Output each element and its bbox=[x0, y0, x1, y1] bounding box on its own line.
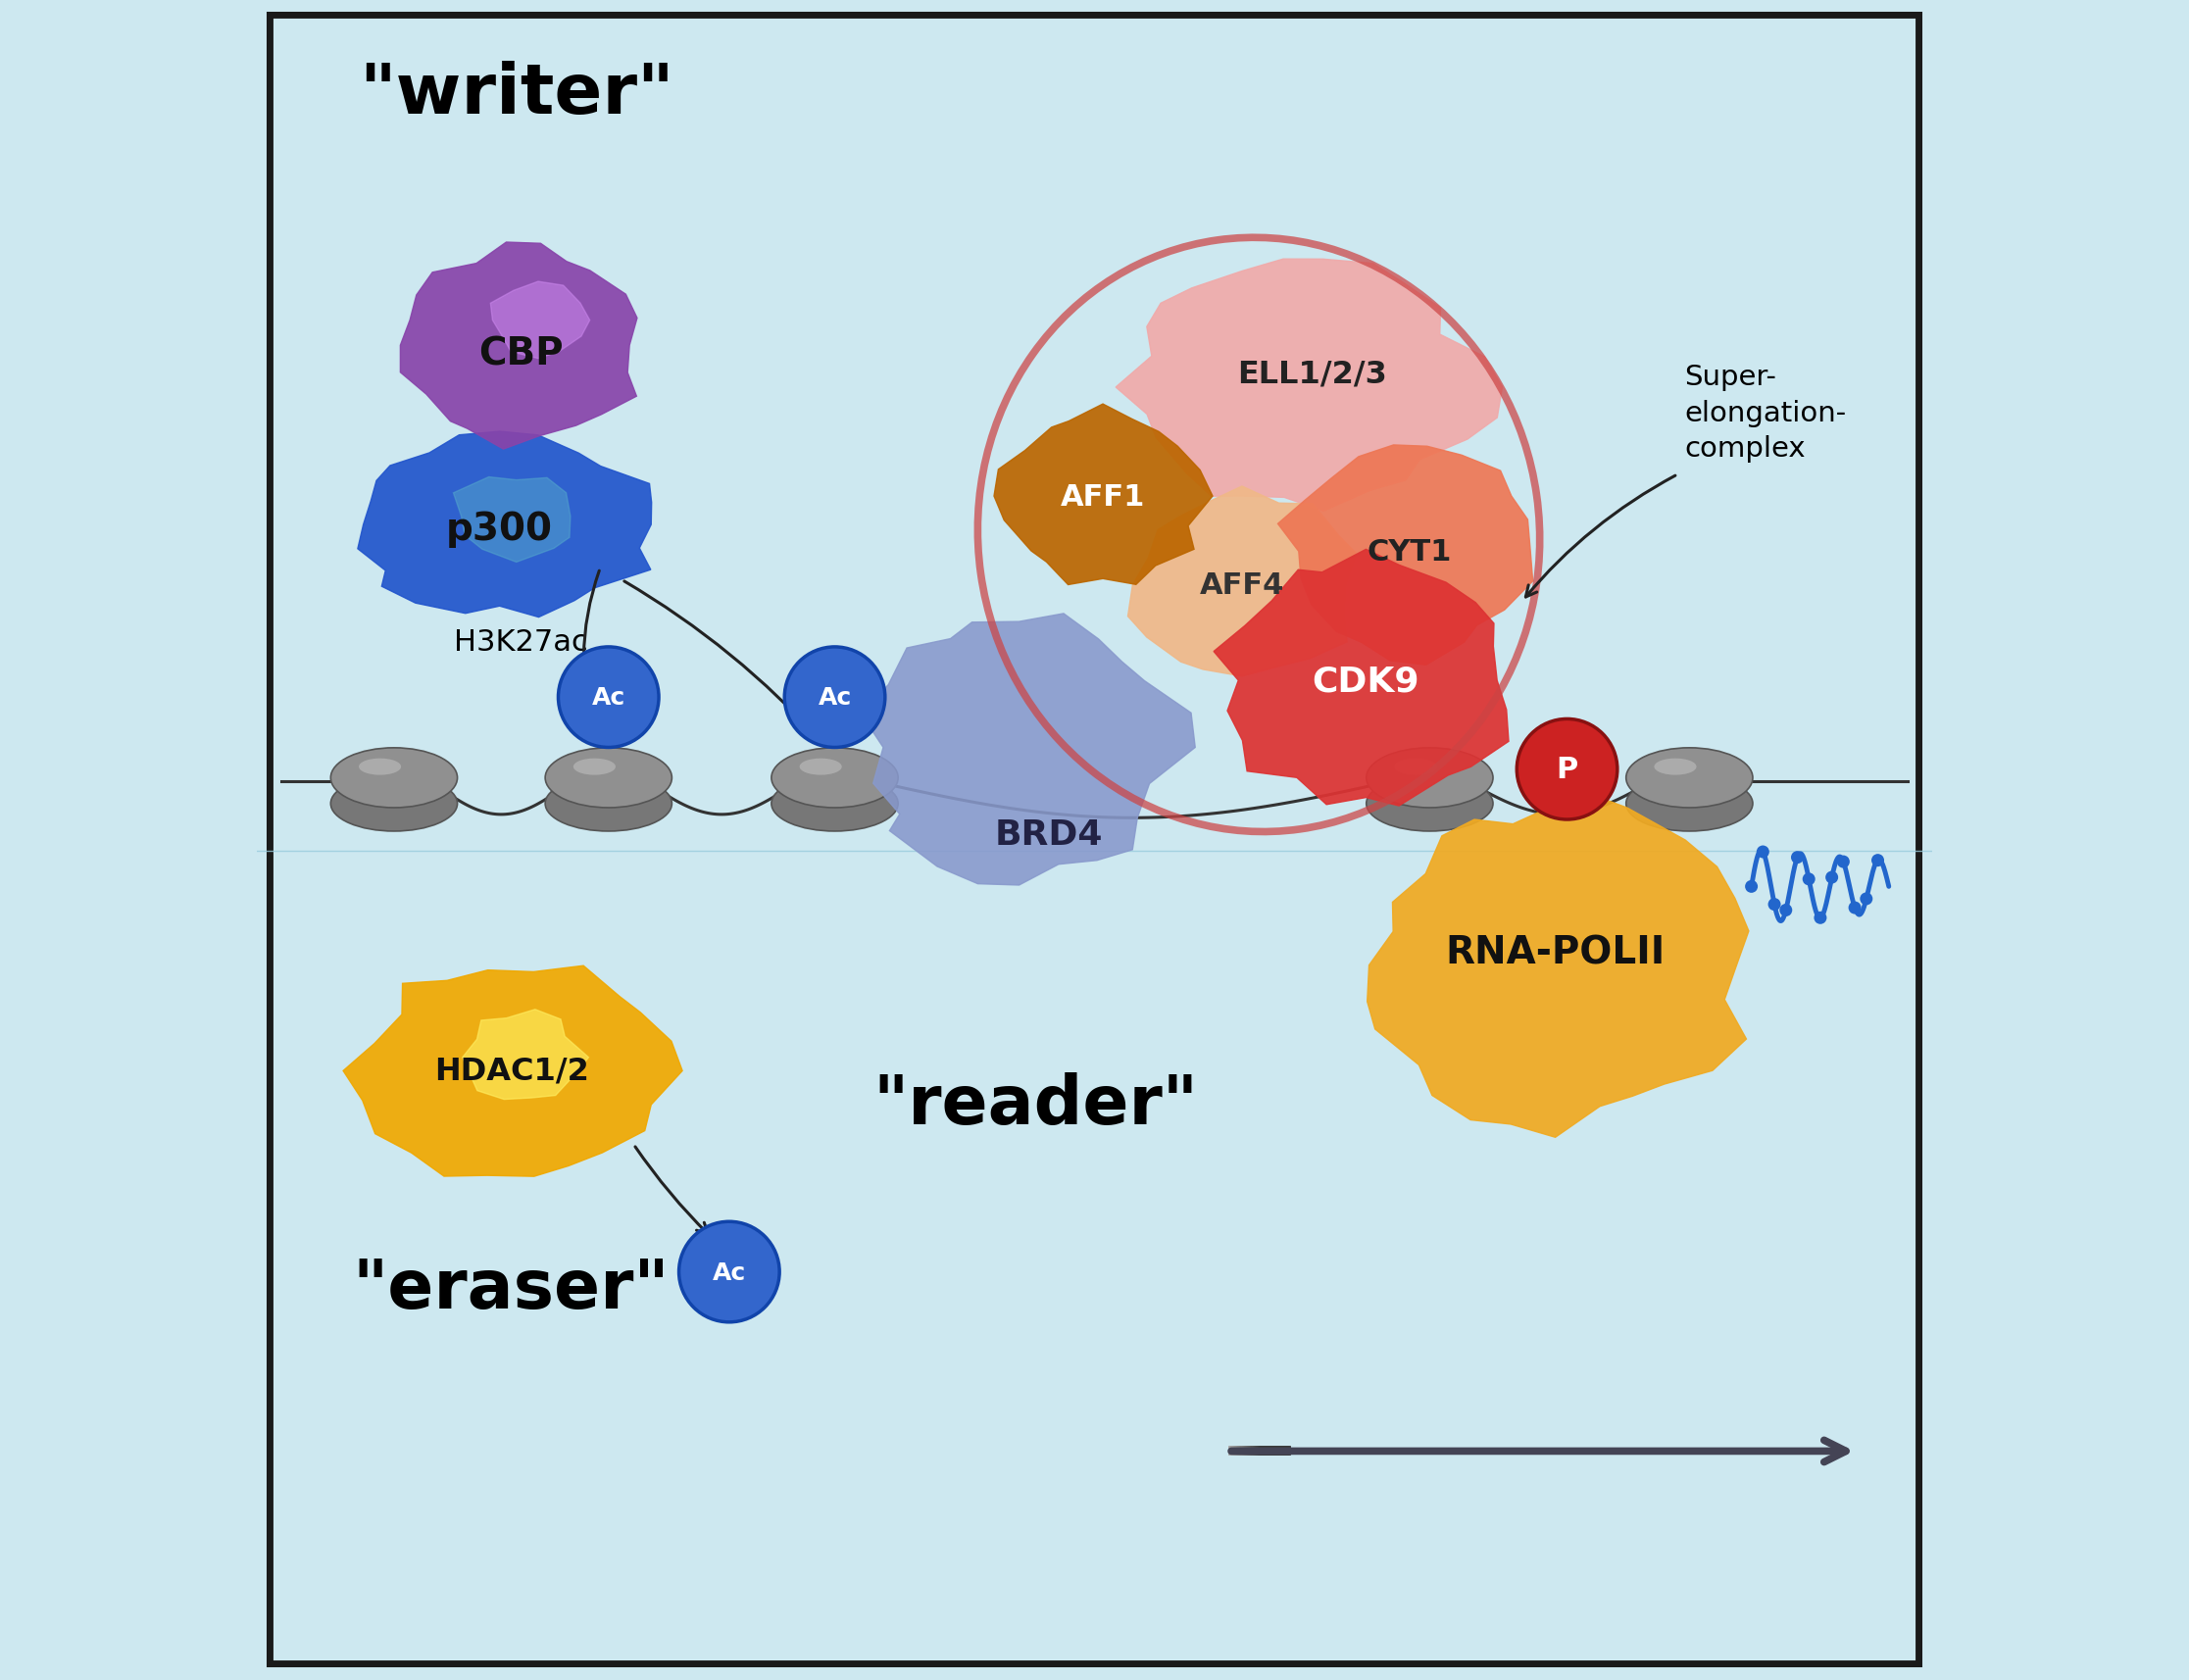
Circle shape bbox=[1861, 892, 1872, 906]
Polygon shape bbox=[401, 244, 637, 450]
Text: AFF4: AFF4 bbox=[1200, 571, 1285, 600]
Text: P: P bbox=[1556, 756, 1578, 785]
Text: AFF1: AFF1 bbox=[1059, 482, 1145, 511]
Ellipse shape bbox=[574, 759, 615, 776]
Polygon shape bbox=[1116, 260, 1502, 512]
Polygon shape bbox=[1127, 487, 1357, 677]
FancyBboxPatch shape bbox=[269, 17, 1920, 1663]
Circle shape bbox=[679, 1221, 779, 1322]
Text: CDK9: CDK9 bbox=[1311, 664, 1421, 697]
Text: Super-
elongation-
complex: Super- elongation- complex bbox=[1683, 363, 1845, 462]
Circle shape bbox=[1837, 855, 1850, 869]
Circle shape bbox=[1745, 880, 1758, 894]
Ellipse shape bbox=[545, 776, 672, 832]
Text: "reader": "reader" bbox=[873, 1072, 1200, 1137]
Polygon shape bbox=[490, 282, 589, 360]
Text: Ac: Ac bbox=[711, 1260, 746, 1284]
Polygon shape bbox=[357, 432, 652, 618]
Text: CYT1: CYT1 bbox=[1368, 538, 1451, 566]
Ellipse shape bbox=[799, 759, 843, 776]
Ellipse shape bbox=[1366, 748, 1493, 808]
Ellipse shape bbox=[1655, 759, 1696, 776]
Ellipse shape bbox=[1394, 759, 1436, 776]
Polygon shape bbox=[453, 477, 571, 563]
Circle shape bbox=[1756, 847, 1769, 858]
Circle shape bbox=[1517, 719, 1618, 820]
Text: H3K27ac: H3K27ac bbox=[455, 628, 589, 657]
Circle shape bbox=[1802, 874, 1815, 885]
Circle shape bbox=[1826, 872, 1839, 884]
Text: "writer": "writer" bbox=[359, 60, 674, 129]
Circle shape bbox=[558, 647, 659, 748]
Circle shape bbox=[1791, 852, 1804, 864]
Ellipse shape bbox=[771, 748, 897, 808]
Circle shape bbox=[1815, 912, 1826, 924]
Circle shape bbox=[1848, 902, 1861, 914]
Text: ELL1/2/3: ELL1/2/3 bbox=[1237, 360, 1388, 390]
Ellipse shape bbox=[1626, 776, 1753, 832]
Polygon shape bbox=[1213, 549, 1508, 806]
Ellipse shape bbox=[545, 748, 672, 808]
Circle shape bbox=[1780, 904, 1793, 917]
Text: HDAC1/2: HDAC1/2 bbox=[433, 1057, 589, 1087]
Ellipse shape bbox=[359, 759, 401, 776]
Polygon shape bbox=[1278, 445, 1532, 665]
Ellipse shape bbox=[331, 776, 458, 832]
Text: Ac: Ac bbox=[591, 685, 626, 709]
Polygon shape bbox=[994, 405, 1213, 585]
Text: RNA-POLII: RNA-POLII bbox=[1445, 934, 1666, 971]
Text: p300: p300 bbox=[447, 511, 554, 548]
Polygon shape bbox=[860, 615, 1195, 885]
Text: CBP: CBP bbox=[479, 336, 565, 373]
Circle shape bbox=[1769, 899, 1780, 911]
Polygon shape bbox=[1368, 798, 1749, 1137]
Text: BRD4: BRD4 bbox=[996, 818, 1103, 852]
Ellipse shape bbox=[771, 776, 897, 832]
Ellipse shape bbox=[1366, 776, 1493, 832]
Ellipse shape bbox=[1626, 748, 1753, 808]
Ellipse shape bbox=[331, 748, 458, 808]
Circle shape bbox=[784, 647, 884, 748]
Text: Ac: Ac bbox=[819, 685, 852, 709]
Text: "eraser": "eraser" bbox=[352, 1257, 670, 1322]
Circle shape bbox=[1872, 855, 1885, 867]
Polygon shape bbox=[462, 1010, 589, 1100]
Polygon shape bbox=[344, 966, 683, 1176]
